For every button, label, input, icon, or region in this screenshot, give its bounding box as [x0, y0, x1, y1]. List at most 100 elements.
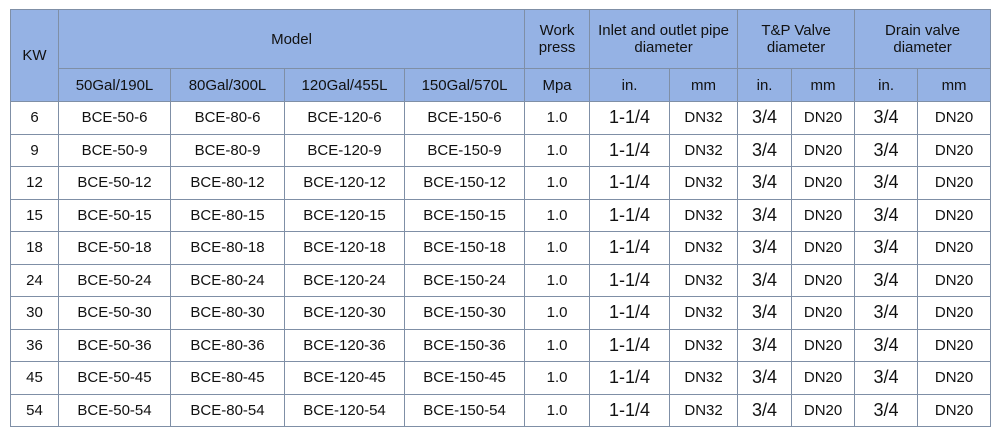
- model-50-cell: BCE-50-12: [58, 166, 171, 200]
- drain-in-cell: 3/4: [854, 231, 919, 265]
- pipe-mm-cell: DN32: [669, 231, 739, 265]
- kw-cell: 45: [10, 361, 59, 395]
- drain-in-cell: 3/4: [854, 166, 919, 200]
- table-row: 24 BCE-50-24 BCE-80-24 BCE-120-24 BCE-150-24…: [10, 263, 992, 297]
- header-model: Model: [57, 9, 526, 69]
- work-press-cell: 1.0: [524, 328, 591, 362]
- work-press-cell: 1.0: [524, 263, 591, 297]
- header-gal120: 120Gal/455L: [284, 68, 405, 102]
- model-120-cell: BCE-120-6: [284, 101, 405, 135]
- model-80-cell: BCE-80-30: [170, 296, 285, 330]
- pipe-in-cell: 1-1/4: [589, 198, 671, 232]
- work-press-cell: 1.0: [524, 296, 591, 330]
- pipe-in-cell: 1-1/4: [589, 263, 671, 297]
- drain-in-cell: 3/4: [854, 328, 919, 362]
- model-150-cell: BCE-150-54: [403, 393, 526, 427]
- drain-mm-cell: DN20: [917, 231, 992, 265]
- drain-mm-cell: DN20: [917, 328, 992, 362]
- drain-in-cell: 3/4: [854, 198, 919, 232]
- header-kw: KW: [10, 9, 59, 102]
- model-150-cell: BCE-150-12: [403, 166, 526, 200]
- kw-cell: 24: [10, 263, 59, 297]
- model-150-cell: BCE-150-30: [403, 296, 526, 330]
- table-row: 36 BCE-50-36 BCE-80-36 BCE-120-36 BCE-150-36…: [10, 328, 992, 362]
- pipe-mm-cell: DN32: [669, 263, 739, 297]
- tp-mm-cell: DN20: [791, 198, 856, 232]
- model-150-cell: BCE-150-9: [403, 133, 526, 167]
- pipe-mm-cell: DN32: [669, 361, 739, 395]
- model-150-cell: BCE-150-24: [403, 263, 526, 297]
- table-row: 18 BCE-50-18 BCE-80-18 BCE-120-18 BCE-150-18…: [10, 231, 992, 265]
- pipe-in-cell: 1-1/4: [589, 328, 671, 362]
- pipe-mm-cell: DN32: [669, 328, 739, 362]
- model-120-cell: BCE-120-15: [284, 198, 405, 232]
- model-150-cell: BCE-150-45: [403, 361, 526, 395]
- model-150-cell: BCE-150-18: [403, 231, 526, 265]
- drain-mm-cell: DN20: [917, 263, 992, 297]
- table-row: 9 BCE-50-9 BCE-80-9 BCE-120-9 BCE-150-9 1.0 1-…: [10, 133, 992, 167]
- pipe-mm-cell: DN32: [669, 133, 739, 167]
- model-50-cell: BCE-50-9: [58, 133, 171, 167]
- model-150-cell: BCE-150-15: [403, 198, 526, 232]
- drain-in-cell: 3/4: [854, 296, 919, 330]
- header-gal50: 50Gal/190L: [58, 68, 171, 102]
- model-80-cell: BCE-80-15: [170, 198, 285, 232]
- model-50-cell: BCE-50-6: [58, 101, 171, 135]
- work-press-cell: 1.0: [524, 361, 591, 395]
- drain-mm-cell: DN20: [917, 361, 992, 395]
- table-header: KW Model Work press Inlet and outlet pip…: [10, 9, 992, 102]
- work-press-cell: 1.0: [524, 198, 591, 232]
- model-50-cell: BCE-50-36: [58, 328, 171, 362]
- model-80-cell: BCE-80-18: [170, 231, 285, 265]
- spec-table: KW Model Work press Inlet and outlet pip…: [10, 9, 992, 427]
- kw-cell: 54: [10, 393, 59, 427]
- table-row: 30 BCE-50-30 BCE-80-30 BCE-120-30 BCE-150-30…: [10, 296, 992, 330]
- model-80-cell: BCE-80-36: [170, 328, 285, 362]
- model-80-cell: BCE-80-45: [170, 361, 285, 395]
- tp-in-cell: 3/4: [737, 263, 793, 297]
- model-120-cell: BCE-120-54: [284, 393, 405, 427]
- pipe-in-cell: 1-1/4: [589, 361, 671, 395]
- pipe-mm-cell: DN32: [669, 166, 739, 200]
- model-80-cell: BCE-80-6: [170, 101, 285, 135]
- tp-mm-cell: DN20: [791, 328, 856, 362]
- table-row: 6 BCE-50-6 BCE-80-6 BCE-120-6 BCE-150-6 1.0 1-…: [10, 101, 992, 135]
- model-120-cell: BCE-120-9: [284, 133, 405, 167]
- drain-mm-cell: DN20: [917, 166, 992, 200]
- kw-cell: 30: [10, 296, 59, 330]
- tp-mm-cell: DN20: [791, 101, 856, 135]
- pipe-mm-cell: DN32: [669, 198, 739, 232]
- model-120-cell: BCE-120-24: [284, 263, 405, 297]
- drain-in-cell: 3/4: [854, 133, 919, 167]
- model-120-cell: BCE-120-12: [284, 166, 405, 200]
- model-80-cell: BCE-80-54: [170, 393, 285, 427]
- model-120-cell: BCE-120-36: [284, 328, 405, 362]
- pipe-in-cell: 1-1/4: [589, 166, 671, 200]
- tp-in-cell: 3/4: [737, 231, 793, 265]
- tp-mm-cell: DN20: [791, 231, 856, 265]
- tp-in-cell: 3/4: [737, 133, 793, 167]
- tp-mm-cell: DN20: [791, 166, 856, 200]
- header-row-2: 50Gal/190L 80Gal/300L 120Gal/455L 150Gal…: [11, 68, 992, 102]
- model-50-cell: BCE-50-30: [58, 296, 171, 330]
- work-press-cell: 1.0: [524, 133, 591, 167]
- header-row-1: KW Model Work press Inlet and outlet pip…: [10, 9, 992, 102]
- header-gal80: 80Gal/300L: [170, 68, 285, 102]
- model-150-cell: BCE-150-36: [403, 328, 526, 362]
- pipe-in-cell: 1-1/4: [589, 296, 671, 330]
- pipe-in-cell: 1-1/4: [589, 231, 671, 265]
- tp-in-cell: 3/4: [737, 361, 793, 395]
- table-body: 6 BCE-50-6 BCE-80-6 BCE-120-6 BCE-150-6 1.0 1-…: [10, 101, 992, 427]
- tp-in-cell: 3/4: [737, 296, 793, 330]
- drain-mm-cell: DN20: [917, 393, 992, 427]
- pipe-in-cell: 1-1/4: [589, 393, 671, 427]
- kw-cell: 15: [10, 198, 59, 232]
- tp-in-cell: 3/4: [737, 393, 793, 427]
- header-tp-in: in.: [737, 68, 793, 102]
- model-80-cell: BCE-80-12: [170, 166, 285, 200]
- tp-mm-cell: DN20: [791, 133, 856, 167]
- work-press-cell: 1.0: [524, 231, 591, 265]
- header-tp-mm: mm: [791, 68, 856, 102]
- model-50-cell: BCE-50-45: [58, 361, 171, 395]
- tp-in-cell: 3/4: [737, 166, 793, 200]
